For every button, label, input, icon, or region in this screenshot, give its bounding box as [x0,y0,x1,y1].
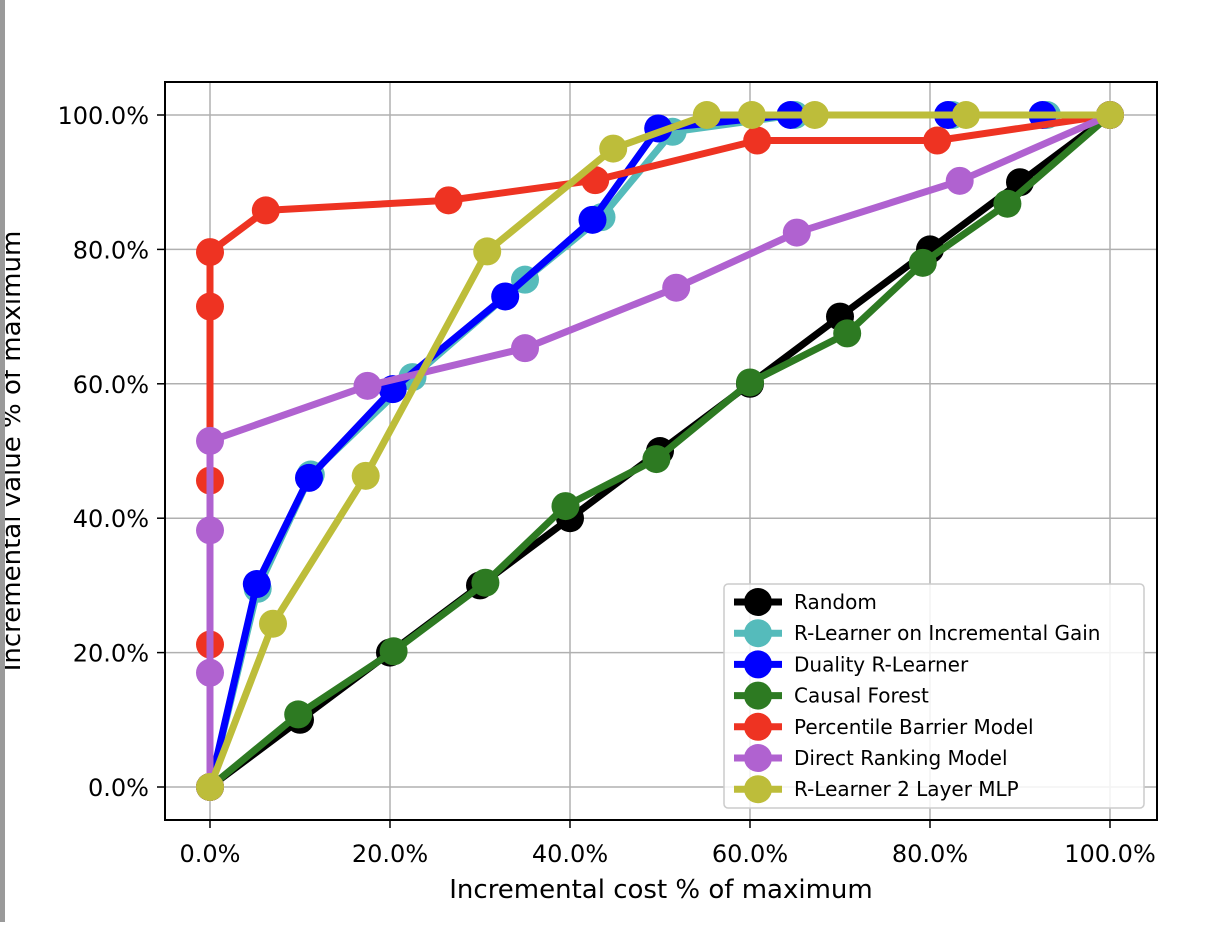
plot-area [164,81,1158,821]
legend-item: Direct Ranking Model [734,744,1008,772]
legend-item: Percentile Barrier Model [734,712,1034,741]
data-point [196,658,224,687]
legend-marker [744,775,772,804]
legend-item: Random [734,588,877,616]
legend-box [723,583,1145,809]
series-5 [196,101,1124,801]
x-tick-label: 0.0% [180,840,241,868]
y-tick-label: 100.0% [57,102,149,130]
legend-label: Percentile Barrier Model [794,715,1034,739]
y-tick-label: 0.0% [88,774,149,802]
data-point [379,637,408,666]
legend-label: R-Learner 2 Layer MLP [794,777,1019,801]
data-point [642,445,671,474]
legend: Random R-Learner on Incremental Gain Duali… [723,583,1145,809]
data-point [908,248,937,277]
data-point [295,463,323,492]
x-tick-label: 100.0% [1064,840,1156,868]
legend-label: Direct Ranking Model [794,746,1008,770]
y-tick-label: 60.0% [73,371,149,399]
legend-marker [744,744,772,772]
data-point [196,516,224,545]
grid [165,82,1157,820]
legend-marker [744,681,772,710]
data-point [511,334,539,363]
data-point [782,218,811,247]
x-tick-label: 80.0% [892,840,968,868]
legend-marker [744,619,772,648]
data-point [196,773,224,801]
x-tick-label: 40.0% [532,840,608,868]
data-point [743,126,772,155]
data-point [1096,101,1124,129]
data-point [196,426,224,455]
series-lines [196,101,1124,801]
data-point [952,101,980,129]
data-point [945,166,974,195]
data-point [284,700,313,729]
legend-label: Duality R-Learner [794,652,969,676]
x-tick-label: 60.0% [712,840,788,868]
data-point [242,570,271,599]
data-point [434,186,463,215]
legend-item: R-Learner on Incremental Gain [734,619,1100,648]
y-tick-label: 20.0% [73,640,149,668]
legend-item: Causal Forest [734,681,929,710]
y-tick-label: 40.0% [73,505,149,533]
legend-marker [744,712,772,741]
y-tick-label: 80.0% [73,236,149,264]
data-point [471,568,500,597]
data-point [737,101,766,129]
data-point [833,319,862,348]
data-point [353,371,382,400]
series-line [206,111,1112,787]
x-axis-label: Incremental cost % of maximum [449,875,872,905]
window-edge [0,0,5,922]
legend-label: Random [794,590,877,614]
axis-ticks: 0.0% 20.0% 40.0% 60.0% 80.0% 100.0% 0.0% 20.0% 4… [57,102,1155,868]
series-line [206,111,1110,789]
legend-label: Causal Forest [794,684,929,708]
data-point [196,292,224,321]
data-point [578,205,607,234]
data-point [736,368,764,397]
data-point [662,273,691,302]
legend-item: R-Learner 2 Layer MLP [734,775,1019,804]
data-point [351,461,380,490]
data-point [196,238,224,267]
data-point [491,282,520,311]
x-tick-label: 20.0% [352,840,428,868]
data-point [551,492,580,521]
data-point [923,126,952,155]
data-point [692,101,721,129]
data-point [259,609,287,638]
legend-marker [744,588,772,616]
data-point [599,134,628,163]
data-point [993,189,1022,218]
legend-item: Duality R-Learner [734,650,969,679]
data-point [800,101,829,129]
legend-label: R-Learner on Incremental Gain [794,621,1100,645]
legend-marker [744,650,772,679]
data-point [473,237,502,266]
series-6 [196,101,1124,801]
data-point [251,196,280,225]
